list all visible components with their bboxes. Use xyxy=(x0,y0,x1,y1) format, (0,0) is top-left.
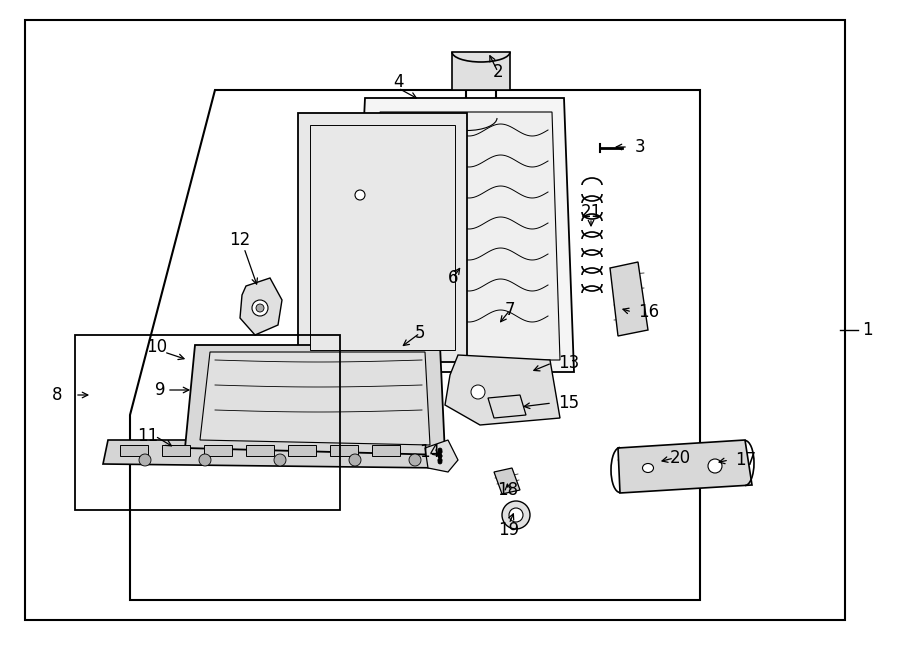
Text: 19: 19 xyxy=(499,521,519,539)
Circle shape xyxy=(438,449,442,453)
Bar xyxy=(372,445,400,456)
Text: 13: 13 xyxy=(558,354,580,372)
Polygon shape xyxy=(185,345,445,455)
Text: 17: 17 xyxy=(735,451,756,469)
Text: 20: 20 xyxy=(670,449,690,467)
Text: 5: 5 xyxy=(415,324,425,342)
Bar xyxy=(120,445,148,456)
Text: 1: 1 xyxy=(862,321,873,339)
Circle shape xyxy=(438,454,442,458)
Bar xyxy=(246,445,274,456)
Polygon shape xyxy=(488,395,526,418)
Polygon shape xyxy=(240,278,282,335)
Circle shape xyxy=(256,304,264,312)
Circle shape xyxy=(471,385,485,399)
Circle shape xyxy=(438,454,442,458)
Circle shape xyxy=(708,459,722,473)
Circle shape xyxy=(349,454,361,466)
Text: 2: 2 xyxy=(492,63,503,81)
Bar xyxy=(204,445,232,456)
Text: 3: 3 xyxy=(635,138,645,156)
Polygon shape xyxy=(452,52,510,90)
Circle shape xyxy=(139,454,151,466)
Text: 10: 10 xyxy=(147,338,167,356)
Text: 18: 18 xyxy=(498,481,518,499)
Circle shape xyxy=(509,508,523,522)
Circle shape xyxy=(409,454,421,466)
Polygon shape xyxy=(200,352,430,445)
Polygon shape xyxy=(130,90,700,600)
Circle shape xyxy=(438,460,442,464)
Polygon shape xyxy=(445,355,560,425)
Polygon shape xyxy=(298,113,467,362)
Circle shape xyxy=(199,454,211,466)
Polygon shape xyxy=(103,440,445,468)
Text: 9: 9 xyxy=(155,381,166,399)
Circle shape xyxy=(438,458,442,462)
Text: 21: 21 xyxy=(580,203,601,221)
Ellipse shape xyxy=(636,458,660,478)
Circle shape xyxy=(502,501,530,529)
Polygon shape xyxy=(310,125,455,350)
Text: 16: 16 xyxy=(638,303,659,321)
Circle shape xyxy=(274,454,286,466)
Bar xyxy=(288,445,316,456)
Polygon shape xyxy=(494,468,520,494)
Polygon shape xyxy=(610,262,648,336)
Bar xyxy=(75,335,340,510)
Text: 4: 4 xyxy=(392,73,403,91)
Text: 6: 6 xyxy=(448,269,458,287)
Polygon shape xyxy=(618,440,752,493)
Bar xyxy=(330,445,358,456)
Text: 15: 15 xyxy=(558,394,579,412)
Text: 14: 14 xyxy=(419,443,441,461)
Polygon shape xyxy=(368,112,560,360)
Circle shape xyxy=(438,458,442,462)
Text: 8: 8 xyxy=(51,386,62,404)
Polygon shape xyxy=(425,440,458,472)
Polygon shape xyxy=(352,98,574,372)
Ellipse shape xyxy=(643,463,653,473)
Text: 12: 12 xyxy=(230,231,250,249)
Text: 11: 11 xyxy=(138,427,158,445)
Bar xyxy=(162,445,190,456)
Text: 7: 7 xyxy=(505,301,515,319)
Circle shape xyxy=(252,300,268,316)
Circle shape xyxy=(438,448,442,452)
Circle shape xyxy=(438,449,442,453)
Circle shape xyxy=(355,190,365,200)
